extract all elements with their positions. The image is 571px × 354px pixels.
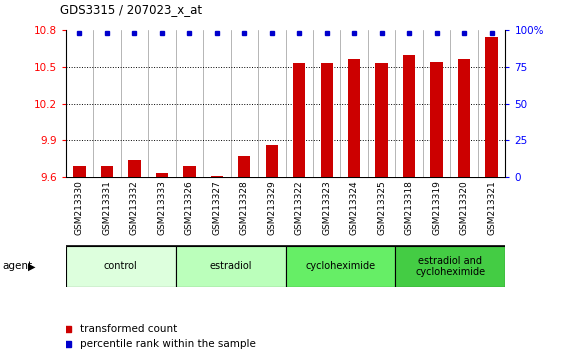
Bar bbox=[100, 166, 113, 177]
Text: GSM213324: GSM213324 bbox=[349, 181, 359, 235]
Bar bbox=[66, 246, 176, 287]
Bar bbox=[176, 246, 286, 287]
Bar bbox=[211, 176, 223, 177]
Bar bbox=[403, 55, 415, 177]
Text: estradiol and
cycloheximide: estradiol and cycloheximide bbox=[415, 256, 485, 277]
Text: percentile rank within the sample: percentile rank within the sample bbox=[80, 339, 256, 349]
Text: GSM213318: GSM213318 bbox=[405, 181, 413, 235]
Text: ▶: ▶ bbox=[27, 261, 35, 272]
Bar bbox=[431, 62, 443, 177]
Text: GSM213327: GSM213327 bbox=[212, 181, 222, 235]
Bar bbox=[320, 63, 333, 177]
Text: GSM213331: GSM213331 bbox=[102, 181, 111, 235]
Text: GSM213329: GSM213329 bbox=[267, 181, 276, 235]
Text: cycloheximide: cycloheximide bbox=[305, 261, 376, 272]
Text: GSM213325: GSM213325 bbox=[377, 181, 386, 235]
Bar bbox=[238, 156, 251, 177]
Bar bbox=[183, 166, 195, 177]
Bar bbox=[156, 173, 168, 177]
Bar bbox=[376, 63, 388, 177]
Bar bbox=[348, 59, 360, 177]
Text: GSM213322: GSM213322 bbox=[295, 181, 304, 235]
Bar bbox=[73, 166, 86, 177]
Text: GSM213326: GSM213326 bbox=[185, 181, 194, 235]
Text: GSM213321: GSM213321 bbox=[487, 181, 496, 235]
Text: GSM213323: GSM213323 bbox=[322, 181, 331, 235]
Text: GSM213333: GSM213333 bbox=[158, 181, 166, 235]
Text: agent: agent bbox=[3, 261, 33, 272]
Bar bbox=[458, 59, 471, 177]
Text: GSM213319: GSM213319 bbox=[432, 181, 441, 235]
Text: GSM213332: GSM213332 bbox=[130, 181, 139, 235]
Text: transformed count: transformed count bbox=[80, 324, 178, 334]
Bar bbox=[395, 246, 505, 287]
Bar bbox=[485, 38, 498, 177]
Bar bbox=[266, 145, 278, 177]
Text: GSM213330: GSM213330 bbox=[75, 181, 84, 235]
Text: GSM213328: GSM213328 bbox=[240, 181, 249, 235]
Bar bbox=[293, 63, 305, 177]
Text: GSM213320: GSM213320 bbox=[460, 181, 469, 235]
Text: GDS3315 / 207023_x_at: GDS3315 / 207023_x_at bbox=[60, 3, 202, 16]
Bar bbox=[286, 246, 395, 287]
Bar bbox=[128, 160, 140, 177]
Text: control: control bbox=[104, 261, 138, 272]
Text: estradiol: estradiol bbox=[210, 261, 252, 272]
